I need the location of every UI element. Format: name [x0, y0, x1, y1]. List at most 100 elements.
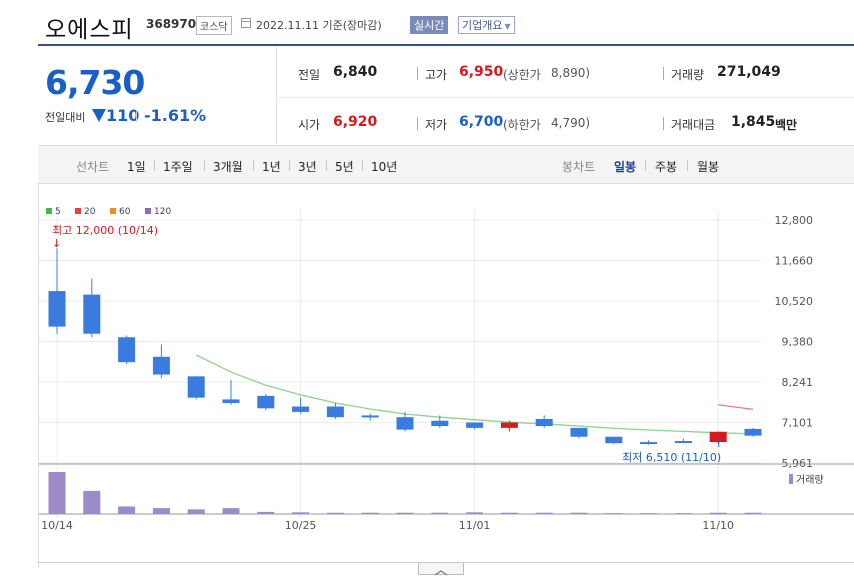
x-tick-label: 10/25	[285, 519, 317, 532]
trade-value-label: 거래대금	[671, 118, 716, 132]
stock-name: 오에스피	[45, 17, 134, 43]
calendar-icon	[241, 18, 251, 28]
candle-body	[605, 436, 623, 444]
y-tick-label: 9,380	[782, 336, 814, 349]
volume-bar	[361, 512, 379, 514]
candle-body	[326, 406, 344, 418]
tab-1week[interactable]: 1주일	[163, 160, 193, 174]
candle-body	[292, 406, 310, 412]
candle-body	[83, 294, 101, 334]
legend-label: 60	[119, 207, 131, 217]
candle-chart-label: 봉차트	[562, 160, 596, 174]
volume-bar	[222, 508, 240, 514]
company-overview-label: 기업개요	[462, 19, 503, 32]
volume-bar	[744, 512, 762, 514]
tab-separator	[326, 160, 327, 171]
price-chart: 12,80011,66010,5209,3808,2417,1015,96110…	[38, 183, 854, 568]
tab-1year[interactable]: 1년	[262, 160, 281, 174]
change-percent: -1.61%	[144, 106, 207, 125]
candle-body	[187, 376, 205, 398]
tab-1day[interactable]: 1일	[127, 160, 146, 174]
legend-swatch	[75, 208, 81, 214]
y-tick-label: 11,660	[775, 255, 814, 268]
x-tick-label: 11/10	[702, 519, 734, 532]
volume-bar	[118, 506, 136, 514]
candle-body	[222, 399, 240, 403]
volume-bar	[466, 512, 484, 514]
x-tick-label: 11/01	[459, 519, 491, 532]
tab-separator	[253, 160, 254, 171]
ma20-line	[718, 404, 754, 411]
y-tick-label: 10,520	[775, 295, 814, 308]
chevron-up-icon	[434, 570, 448, 576]
lower-limit-value: 4,790)	[551, 116, 591, 130]
volume-bar	[83, 490, 101, 514]
tab-daily-candle[interactable]: 일봉	[614, 160, 637, 174]
volume-bar	[431, 512, 449, 514]
candle-body	[118, 337, 136, 363]
low-label: 저가	[425, 118, 448, 132]
trade-value-unit: 백만	[775, 118, 798, 132]
line-chart-label: 선차트	[76, 160, 110, 174]
company-overview-button[interactable]: 기업개요 ▼	[458, 16, 515, 34]
volume-bar	[640, 513, 658, 514]
y-tick-label: 12,800	[775, 214, 814, 227]
high-annotation: 최고 12,000 (10/14)	[52, 224, 158, 237]
realtime-button[interactable]: 실시간	[410, 16, 449, 34]
volume-bar	[605, 513, 623, 514]
price-panel	[38, 46, 277, 144]
volume-bar	[292, 512, 310, 514]
candle-body	[535, 418, 553, 427]
low-annotation: 최저 6,510 (11/10)	[622, 451, 721, 464]
base-date: 2022.11.11 기준(장마감)	[256, 19, 382, 32]
volume-legend-label: 거래량	[796, 474, 824, 486]
tab-10year[interactable]: 10년	[371, 160, 398, 174]
volume-bar	[674, 513, 692, 514]
x-tick-label: 10/14	[41, 519, 73, 532]
volume-bar	[535, 512, 553, 514]
open-label: 시가	[298, 118, 321, 132]
candle-body	[431, 420, 449, 427]
info-separator	[663, 117, 664, 130]
tab-3year[interactable]: 3년	[298, 160, 317, 174]
candle-body	[361, 415, 379, 418]
info-row-divider	[276, 97, 854, 98]
candle-body	[640, 442, 658, 445]
header-divider	[38, 44, 854, 46]
low-arrow-icon: ↑	[714, 437, 723, 450]
legend-swatch	[46, 208, 52, 214]
change-separator	[136, 110, 137, 122]
volume-bar	[326, 512, 344, 514]
down-arrow-icon	[92, 109, 106, 122]
lower-limit-label: (하한가	[503, 118, 541, 132]
collapse-button[interactable]	[418, 563, 464, 576]
change-label: 전일대비	[45, 111, 86, 124]
candle-body	[466, 422, 484, 428]
prev-close-value: 6,840	[333, 64, 378, 80]
tab-3month[interactable]: 3개월	[213, 160, 243, 174]
tab-separator	[204, 160, 205, 171]
volume-bar	[396, 512, 414, 514]
trade-value-value: 1,845	[731, 114, 776, 130]
change-value: 110	[106, 106, 140, 125]
volume-label: 거래량	[671, 68, 705, 82]
high-label: 고가	[425, 68, 448, 82]
high-arrow-icon: ↓	[52, 237, 61, 250]
tab-separator	[289, 160, 290, 171]
chart-tab-bar	[38, 145, 854, 184]
tab-5year[interactable]: 5년	[335, 160, 354, 174]
candle-body	[570, 427, 588, 437]
candle-body	[674, 441, 692, 444]
tab-weekly-candle[interactable]: 주봉	[655, 160, 678, 174]
volume-bar	[48, 472, 66, 514]
candle-body	[744, 428, 762, 436]
current-price: 6,730	[45, 63, 145, 102]
info-separator	[417, 117, 418, 130]
upper-limit-value: 8,890)	[551, 66, 591, 80]
tab-monthly-candle[interactable]: 월봉	[697, 160, 720, 174]
open-value: 6,920	[333, 114, 378, 130]
tab-separator	[645, 160, 646, 171]
info-separator	[417, 67, 418, 80]
legend-swatch	[145, 208, 151, 214]
prev-close-label: 전일	[298, 68, 321, 82]
